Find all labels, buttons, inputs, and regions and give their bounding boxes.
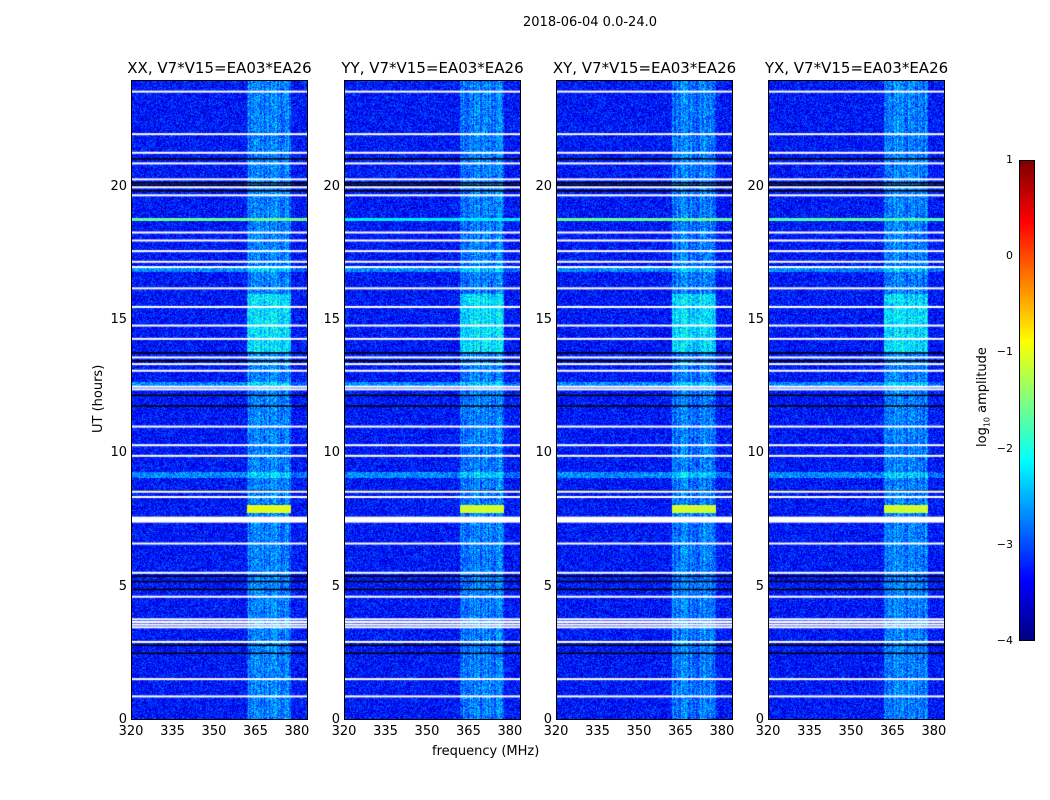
colorbar-tick-label: 1 — [1006, 153, 1013, 166]
y-tick-label: 20 — [747, 178, 764, 194]
x-tick-label: 335 — [160, 724, 185, 739]
colorbar-tick-label: −2 — [996, 441, 1013, 455]
heatmap-panel — [768, 80, 945, 720]
heatmap-panel — [556, 80, 733, 720]
x-tick-label: 350 — [626, 724, 652, 739]
x-tick-label: 320 — [331, 724, 357, 739]
panel-title: YX, V7*V15=EA03*EA26 — [764, 59, 949, 77]
x-tick-label: 350 — [201, 724, 227, 739]
x-tick-label: 365 — [880, 724, 905, 739]
colorbar-tick-label: 0 — [1006, 249, 1013, 263]
y-tick-label: 10 — [747, 445, 764, 461]
panel-title: YY, V7*V15=EA03*EA26 — [341, 59, 524, 77]
colorbar-tick-label: −4 — [996, 634, 1013, 647]
panel-title: XX, V7*V15=EA03*EA26 — [127, 59, 312, 77]
x-tick-label: 350 — [414, 724, 440, 739]
y-tick-label: 0 — [331, 712, 340, 727]
heatmap-image — [557, 81, 732, 719]
y-tick-label: 5 — [543, 578, 552, 594]
x-tick-label: 320 — [118, 724, 144, 739]
x-tick-label: 320 — [755, 724, 781, 739]
x-tick-label: 320 — [543, 724, 569, 739]
panel-title: XY, V7*V15=EA03*EA26 — [552, 59, 737, 77]
x-tick-label: 335 — [797, 724, 822, 739]
y-tick-label: 15 — [535, 312, 552, 327]
x-tick-label: 380 — [497, 724, 523, 739]
x-tick-label: 335 — [373, 724, 398, 739]
y-tick-label: 0 — [543, 712, 552, 727]
y-tick-label: 15 — [110, 312, 127, 327]
x-tick-label: 380 — [709, 724, 735, 739]
y-axis-label: UT (hours) — [91, 364, 106, 433]
heatmap-panel — [344, 80, 521, 720]
heatmap-image — [769, 81, 944, 719]
y-tick-label: 0 — [118, 712, 127, 727]
y-tick-label: 0 — [755, 712, 764, 727]
heatmap-panel — [131, 80, 308, 720]
colorbar-label: log10 amplitude — [975, 347, 992, 447]
x-tick-label: 365 — [456, 724, 481, 739]
y-tick-label: 10 — [110, 445, 127, 461]
x-tick-label: 350 — [838, 724, 864, 739]
heatmap-image — [345, 81, 520, 719]
x-tick-label: 380 — [284, 724, 310, 739]
y-tick-label: 20 — [323, 178, 340, 194]
colorbar-tick-label: −3 — [996, 537, 1013, 551]
x-tick-label: 365 — [668, 724, 693, 739]
y-tick-label: 20 — [535, 178, 552, 194]
colorbar — [1019, 160, 1035, 641]
x-tick-label: 380 — [921, 724, 947, 739]
colorbar-tick-label: −1 — [996, 345, 1013, 359]
y-tick-label: 15 — [323, 312, 340, 327]
y-tick-label: 5 — [331, 578, 340, 594]
suptitle: 2018-06-04 0.0-24.0 — [523, 15, 657, 30]
y-tick-label: 10 — [535, 445, 552, 461]
y-tick-label: 5 — [118, 578, 127, 594]
x-tick-label: 335 — [585, 724, 610, 739]
y-tick-label: 5 — [755, 578, 764, 594]
y-tick-label: 15 — [747, 312, 764, 327]
y-tick-label: 20 — [110, 178, 127, 194]
y-tick-label: 10 — [323, 445, 340, 461]
x-axis-label: frequency (MHz) — [432, 744, 540, 759]
heatmap-image — [132, 81, 307, 719]
x-tick-label: 365 — [243, 724, 268, 739]
